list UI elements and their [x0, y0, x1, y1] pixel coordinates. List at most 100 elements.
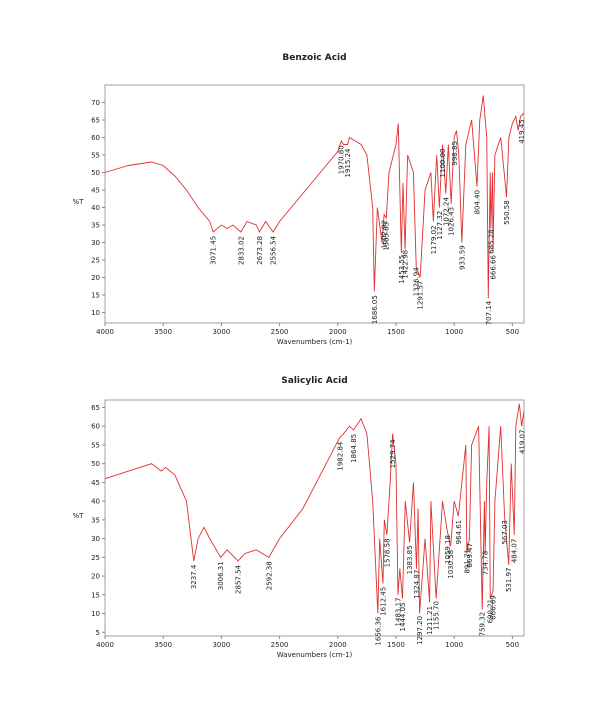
peak-label: 804.40 — [473, 190, 481, 215]
y-tick-label: 70 — [91, 99, 100, 107]
y-tick-label: 5 — [96, 629, 100, 637]
y-axis-label: %T — [73, 512, 85, 520]
peak-label: 1291.57 — [417, 281, 425, 310]
peak-label: 1383.85 — [406, 545, 414, 574]
y-tick-label: 35 — [91, 516, 100, 524]
x-tick-label: 500 — [506, 328, 519, 336]
peak-label: 1444.05 — [399, 602, 407, 631]
peak-label: 1686.05 — [371, 295, 379, 324]
spectrum-line — [104, 95, 525, 299]
y-tick-label: 25 — [91, 257, 100, 265]
y-tick-label: 25 — [91, 554, 100, 562]
peak-label: 2833.02 — [237, 236, 245, 265]
peak-label: 685.28 — [487, 229, 495, 254]
peak-label: 1656.36 — [374, 616, 382, 645]
x-tick-label: 2500 — [271, 641, 289, 649]
x-tick-label: 3000 — [212, 328, 230, 336]
peak-label: 2673.28 — [256, 236, 264, 265]
peak-label: 933.59 — [458, 245, 466, 270]
peak-label: 2592.38 — [265, 561, 273, 590]
x-tick-label: 1500 — [387, 641, 405, 649]
peak-label: 3006.31 — [217, 561, 225, 590]
y-tick-label: 50 — [91, 460, 100, 468]
peak-label: 1583.83 — [383, 222, 391, 251]
chart-title: Salicylic Acid — [281, 376, 347, 386]
peak-label: 998.85 — [451, 141, 459, 166]
y-tick-label: 20 — [91, 573, 100, 581]
spectrum-line — [104, 403, 525, 614]
y-tick-label: 65 — [91, 404, 100, 412]
x-tick-label: 1000 — [445, 641, 463, 649]
x-tick-label: 4000 — [96, 328, 114, 336]
y-tick-label: 40 — [91, 498, 100, 506]
x-axis-label: Wavenumbers (cm-1) — [277, 651, 353, 659]
x-tick-label: 2000 — [329, 641, 347, 649]
peak-label: 3071.45 — [210, 236, 218, 265]
x-tick-label: 1000 — [445, 328, 463, 336]
x-tick-label: 2500 — [271, 328, 289, 336]
y-tick-label: 65 — [91, 117, 100, 125]
y-tick-label: 35 — [91, 222, 100, 230]
peak-label: 419.45 — [518, 119, 526, 144]
y-tick-label: 55 — [91, 441, 100, 449]
peak-label: 3237.4 — [190, 564, 198, 589]
peak-label: 1026.43 — [448, 207, 456, 236]
peak-label: 419.07 — [518, 430, 526, 455]
peak-label: 1602.92 — [380, 220, 388, 249]
y-tick-label: 15 — [91, 292, 100, 300]
x-tick-label: 4000 — [96, 641, 114, 649]
peak-label: 869.47 — [466, 543, 474, 568]
y-tick-label: 40 — [91, 204, 100, 212]
plot-frame — [104, 399, 525, 637]
peak-label: 1127.32 — [436, 211, 444, 240]
peak-label: 1864.85 — [350, 434, 358, 463]
peak-label: 759.32 — [479, 612, 487, 637]
peak-label: 1100.00 — [439, 149, 447, 178]
chart-title: Benzoic Acid — [282, 53, 346, 63]
y-tick-label: 60 — [91, 423, 100, 431]
y-tick-label: 45 — [91, 187, 100, 195]
peak-label: 1030.58 — [447, 550, 455, 579]
y-tick-label: 10 — [91, 610, 100, 618]
peak-label: 1211.21 — [426, 606, 434, 635]
y-tick-label: 10 — [91, 309, 100, 317]
peak-label: 964.61 — [455, 520, 463, 545]
y-tick-label: 20 — [91, 274, 100, 282]
peak-label: 2857.54 — [234, 564, 242, 593]
peak-label: 734.78 — [482, 551, 490, 576]
y-axis-label: %T — [73, 198, 85, 206]
peak-label: 1578.58 — [383, 538, 391, 567]
peak-label: 707.14 — [485, 300, 493, 325]
peak-label: 1529.74 — [389, 439, 397, 468]
y-tick-label: 60 — [91, 134, 100, 142]
peak-label: 1179.02 — [430, 225, 438, 254]
x-tick-label: 3500 — [154, 328, 172, 336]
x-tick-label: 500 — [506, 641, 519, 649]
peak-label: 2556.54 — [270, 235, 278, 264]
y-tick-label: 30 — [91, 535, 100, 543]
peak-label: 666.69 — [489, 595, 497, 620]
peak-label: 1422.98 — [401, 250, 409, 279]
peak-label: 1612.45 — [379, 587, 387, 616]
peak-label: 1072.24 — [442, 197, 450, 226]
peak-label: 1326.94 — [413, 267, 421, 296]
x-axis-label: Wavenumbers (cm-1) — [277, 338, 353, 346]
peak-label: 690.21 — [487, 599, 495, 624]
peak-label: 891.71 — [463, 549, 471, 574]
peak-label: 1155.70 — [433, 601, 441, 630]
peak-label: 1324.87 — [413, 570, 421, 599]
x-tick-label: 3500 — [154, 641, 172, 649]
x-tick-label: 3000 — [212, 641, 230, 649]
x-tick-label: 1500 — [387, 328, 405, 336]
y-tick-label: 15 — [91, 591, 100, 599]
peak-label: 1059.18 — [444, 535, 452, 564]
peak-label: 567.03 — [501, 520, 509, 545]
x-tick-label: 2000 — [329, 328, 347, 336]
y-tick-label: 30 — [91, 239, 100, 247]
peak-label: 666.66 — [489, 255, 497, 280]
peak-label: 1453.55 — [398, 255, 406, 284]
y-tick-label: 50 — [91, 169, 100, 177]
peak-label: 1982.84 — [336, 441, 344, 470]
peak-label: 1915.24 — [344, 148, 352, 177]
